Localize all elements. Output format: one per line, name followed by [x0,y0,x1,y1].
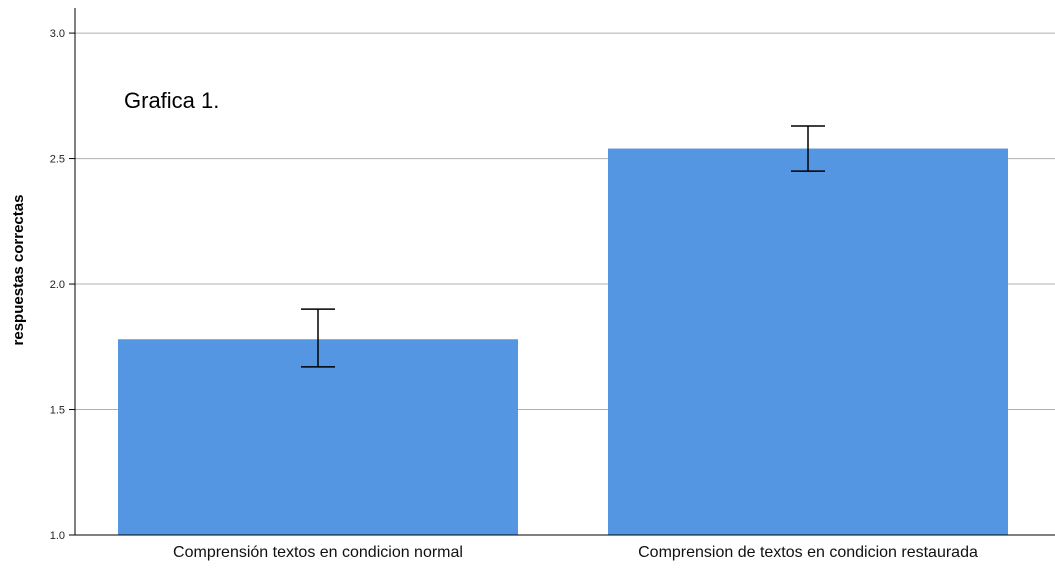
bar [608,148,1008,536]
bar [118,339,518,535]
x-category-label: Comprensión textos en condicion normal [173,544,463,561]
y-axis-title: respuestas correctas [10,195,27,346]
y-tick-label: 2.0 [50,279,65,291]
error-bars [301,125,825,368]
axes: 1.0 1.5 2.0 2.5 3.0 Comprensión textos en con… [50,8,1055,561]
y-tick-label: 1.0 [50,530,65,542]
bars [118,148,1008,536]
y-tick-label: 3.0 [50,28,65,40]
x-category-label: Comprension de textos en condicion resta… [638,544,978,561]
chart-annotation: Grafica 1. [124,88,219,113]
error-bar [301,308,335,368]
y-tick-label: 2.5 [50,154,65,166]
y-tick-label: 1.5 [50,405,65,417]
error-bar [791,125,825,172]
